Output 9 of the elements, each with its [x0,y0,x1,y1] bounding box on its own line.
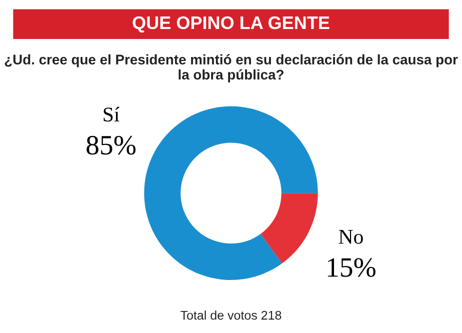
slice-label: No [338,230,363,244]
data-label: 85% [86,136,136,155]
text: Total de votos 218 [180,310,282,320]
donut-slice [260,193,318,264]
slice-label: Sí [104,106,120,122]
donut-slice [144,106,318,280]
chart-title: QUE OPINO LA GENTE [132,16,330,33]
chart-subtitle: ¿Ud. cree que el Presidente mintió en su declaración de la causa por la obra pública? [4,54,458,82]
data-label: 15% [328,258,376,277]
